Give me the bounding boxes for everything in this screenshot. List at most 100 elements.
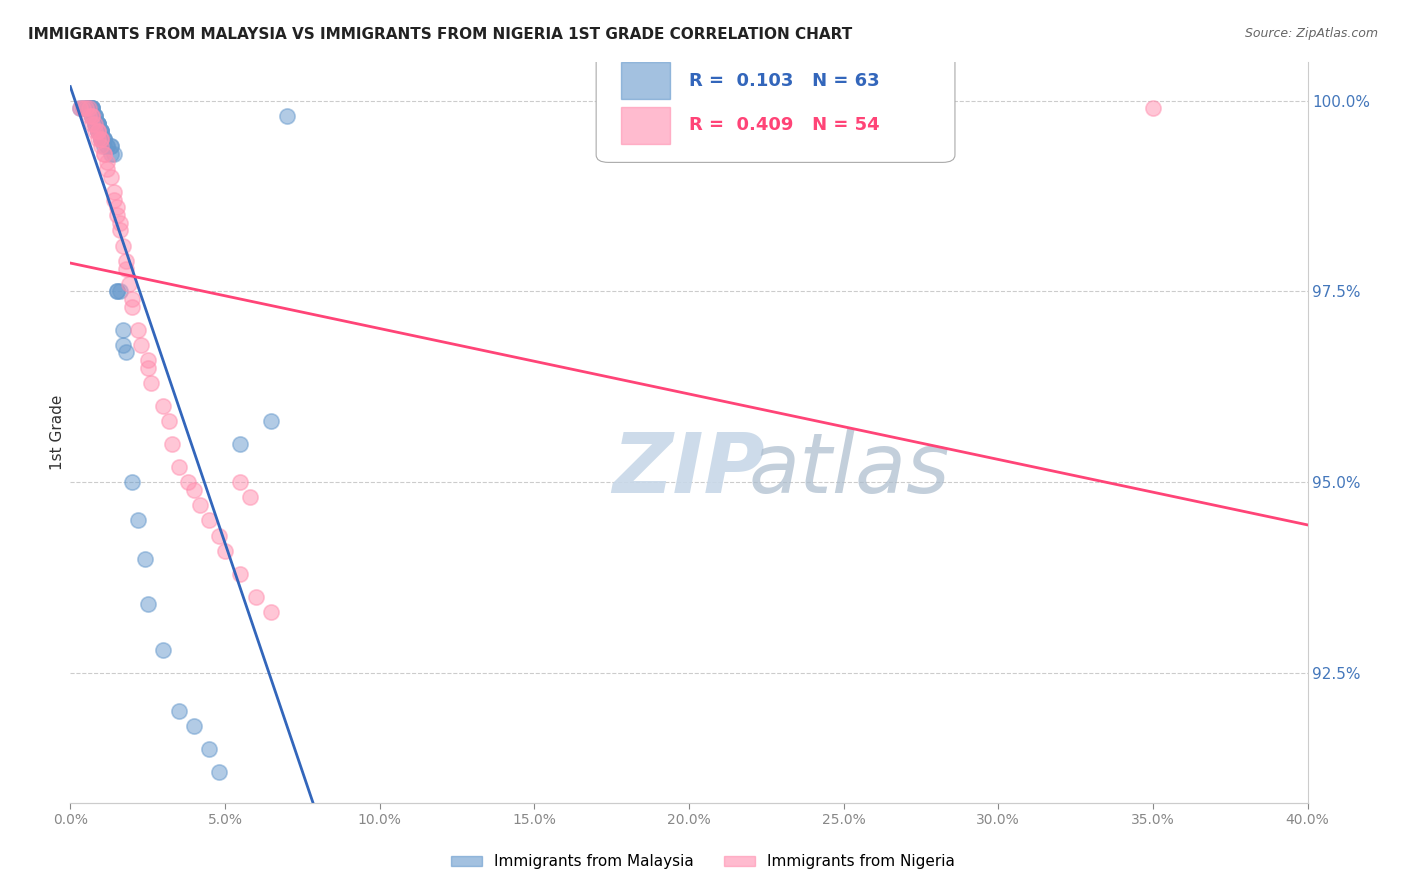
Point — [80, 101, 103, 115]
Point — [80, 109, 103, 123]
Point — [208, 765, 231, 780]
Point — [260, 605, 283, 619]
Point — [87, 132, 110, 146]
Point — [152, 399, 174, 413]
Point — [100, 147, 122, 161]
Point — [75, 101, 97, 115]
Point — [111, 322, 134, 336]
Point — [87, 124, 110, 138]
Point — [90, 132, 112, 146]
FancyBboxPatch shape — [621, 107, 671, 144]
Point — [115, 345, 138, 359]
Point — [167, 704, 190, 718]
Point — [198, 513, 221, 527]
Point — [118, 277, 141, 291]
Point — [136, 360, 159, 375]
Point — [214, 544, 236, 558]
Point — [100, 139, 122, 153]
Point — [276, 109, 298, 123]
Point — [80, 101, 103, 115]
Point — [93, 132, 115, 146]
Point — [90, 124, 112, 138]
Point — [152, 643, 174, 657]
Point — [115, 253, 138, 268]
Point — [87, 124, 110, 138]
Point — [96, 139, 118, 153]
Point — [188, 498, 211, 512]
Point — [121, 475, 143, 490]
Point — [103, 185, 125, 199]
Point — [77, 101, 100, 115]
Point — [136, 598, 159, 612]
Point — [105, 285, 128, 299]
Point — [121, 292, 143, 306]
Point — [108, 216, 131, 230]
Point — [84, 109, 107, 123]
Point — [105, 208, 128, 222]
Point — [84, 116, 107, 130]
Point — [93, 132, 115, 146]
Point — [77, 101, 100, 115]
Point — [96, 162, 118, 177]
FancyBboxPatch shape — [596, 44, 955, 162]
Point — [131, 338, 153, 352]
Point — [103, 193, 125, 207]
Point — [84, 109, 107, 123]
Point — [87, 116, 110, 130]
Point — [77, 101, 100, 115]
Point — [80, 109, 103, 123]
Point — [77, 101, 100, 115]
Point — [87, 116, 110, 130]
Point — [229, 566, 252, 581]
Point — [183, 483, 205, 497]
Point — [84, 109, 107, 123]
Point — [177, 475, 200, 490]
Point — [80, 109, 103, 123]
Point — [93, 147, 115, 161]
Point — [127, 322, 149, 336]
Point — [157, 414, 180, 428]
Point — [80, 109, 103, 123]
Point — [90, 124, 112, 138]
Text: ZIP: ZIP — [613, 429, 765, 510]
Point — [96, 139, 118, 153]
Point — [134, 551, 156, 566]
Point — [80, 116, 103, 130]
Point — [72, 101, 94, 115]
Point — [72, 101, 94, 115]
Point — [208, 529, 231, 543]
Point — [127, 513, 149, 527]
Point — [100, 139, 122, 153]
Point — [90, 132, 112, 146]
Point — [84, 116, 107, 130]
Point — [90, 139, 112, 153]
Point — [87, 116, 110, 130]
Text: atlas: atlas — [749, 429, 950, 510]
Point — [162, 437, 184, 451]
Point — [229, 475, 252, 490]
Point — [87, 124, 110, 138]
Legend: Immigrants from Malaysia, Immigrants from Nigeria: Immigrants from Malaysia, Immigrants fro… — [446, 848, 960, 875]
Y-axis label: 1st Grade: 1st Grade — [49, 395, 65, 470]
Point — [139, 376, 162, 390]
Point — [167, 460, 190, 475]
Point — [260, 414, 283, 428]
Point — [105, 285, 128, 299]
Point — [108, 285, 131, 299]
Text: Source: ZipAtlas.com: Source: ZipAtlas.com — [1244, 27, 1378, 40]
Point — [198, 742, 221, 756]
Point — [111, 338, 134, 352]
Point — [80, 109, 103, 123]
Point — [90, 132, 112, 146]
Point — [1142, 101, 1164, 115]
Point — [77, 101, 100, 115]
Point — [87, 116, 110, 130]
Point — [87, 124, 110, 138]
Point — [90, 132, 112, 146]
Point — [80, 109, 103, 123]
Point — [229, 437, 252, 451]
FancyBboxPatch shape — [621, 62, 671, 99]
Point — [245, 590, 267, 604]
Text: R =  0.409   N = 54: R = 0.409 N = 54 — [689, 116, 880, 135]
Point — [69, 101, 91, 115]
